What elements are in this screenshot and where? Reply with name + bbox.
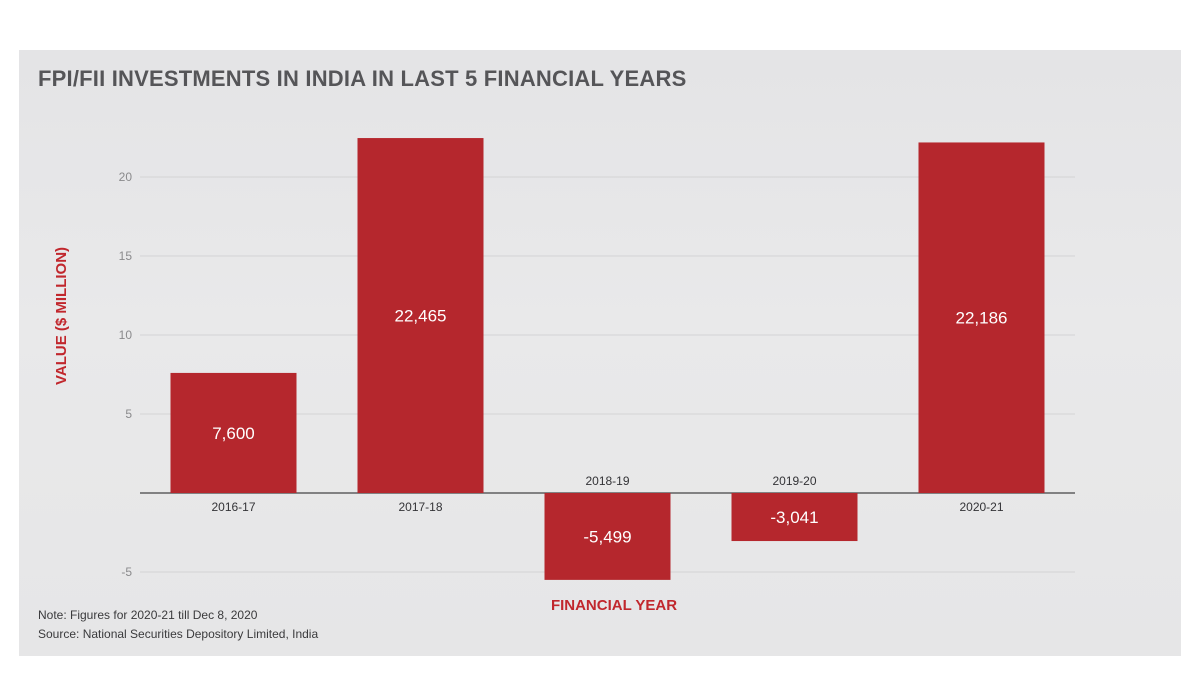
y-tick-label: 5: [125, 407, 132, 421]
x-category-label: 2017-18: [398, 500, 442, 514]
chart-title: FPI/FII INVESTMENTS IN INDIA IN LAST 5 F…: [38, 66, 687, 91]
note-text: Note: Figures for 2020-21 till Dec 8, 20…: [38, 608, 258, 622]
x-category-label: 2019-20: [772, 474, 816, 488]
x-axis-title: FINANCIAL YEAR: [551, 597, 677, 614]
bar: [918, 142, 1045, 494]
footnotes: Note: Figures for 2020-21 till Dec 8, 20…: [38, 606, 318, 644]
bar: [170, 372, 297, 493]
data-label: -5,499: [583, 527, 631, 546]
bars: [170, 138, 1045, 580]
data-label: 7,600: [212, 424, 255, 443]
x-category-label: 2018-19: [585, 474, 629, 488]
y-tick-label: 15: [119, 249, 133, 263]
y-tick-label: -5: [121, 565, 132, 579]
y-axis-title: VALUE ($ MILLION): [53, 247, 70, 385]
y-tick-label: 10: [119, 328, 133, 342]
x-category-label: 2020-21: [959, 500, 1003, 514]
data-label: 22,465: [395, 307, 447, 326]
labels: 20 15 10 5 -5 7,600 2016-17 22,465 2017-18 -5,499…: [53, 170, 1008, 614]
data-label: -3,041: [770, 508, 818, 527]
bar: [731, 493, 858, 542]
source-text: Source: National Securities Depository L…: [38, 627, 319, 641]
y-tick-label: 20: [119, 170, 133, 184]
data-label: 22,186: [956, 309, 1008, 328]
bar: [357, 138, 484, 494]
x-category-label: 2016-17: [211, 500, 255, 514]
bar: [544, 493, 671, 580]
